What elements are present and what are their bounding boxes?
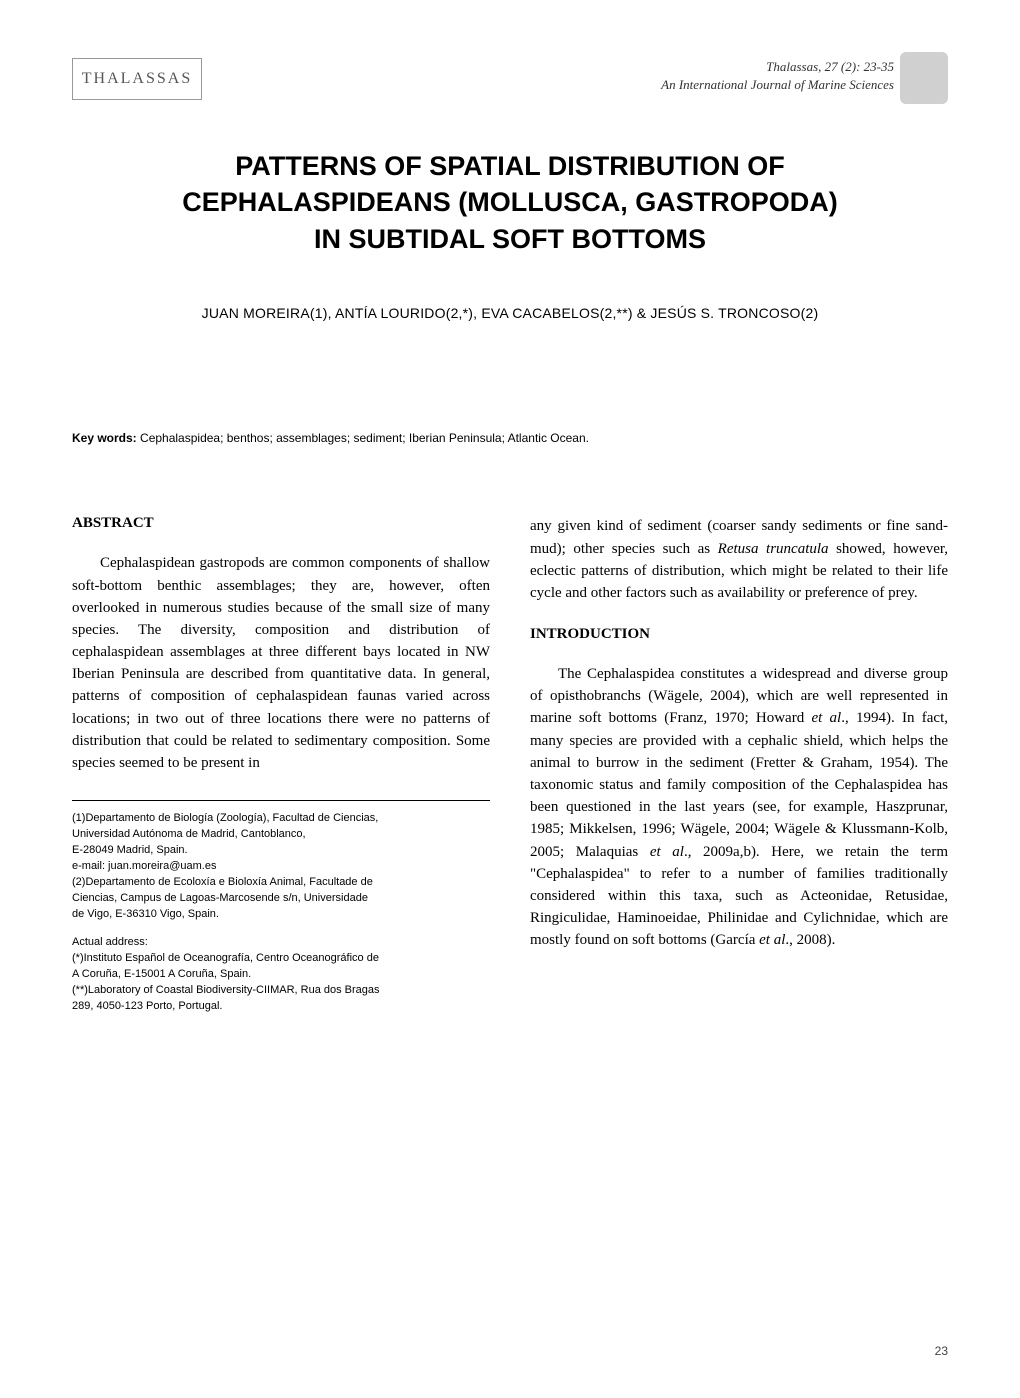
introduction-heading: INTRODUCTION bbox=[530, 626, 948, 643]
page-number: 23 bbox=[935, 1344, 948, 1358]
affil-1-line2: Universidad Autónoma de Madrid, Cantobla… bbox=[72, 827, 490, 843]
right-column: any given kind of sediment (coarser sand… bbox=[530, 515, 948, 1014]
title-line-3: IN SUBTIDAL SOFT BOTTOMS bbox=[314, 224, 706, 254]
intro-etal-3: et al bbox=[759, 932, 785, 948]
logo-left-text: THALASSAS bbox=[82, 70, 192, 88]
affil-1-line1: (1)Departamento de Biología (Zoología), … bbox=[72, 811, 490, 827]
page-header: THALASSAS Thalassas, 27 (2): 23-35 An In… bbox=[72, 58, 948, 100]
journal-logo-left: THALASSAS bbox=[72, 58, 202, 100]
intro-etal-1: et al bbox=[811, 710, 841, 726]
affil-2-line2: Ciencias, Campus de Lagoas-Marcosende s/… bbox=[72, 891, 490, 907]
two-column-body: ABSTRACT Cephalaspidean gastropods are c… bbox=[72, 515, 948, 1014]
actual-addr-line4: 289, 4050-123 Porto, Portugal. bbox=[72, 999, 490, 1015]
journal-subtitle: An International Journal of Marine Scien… bbox=[661, 76, 894, 94]
abstract-continuation: any given kind of sediment (coarser sand… bbox=[530, 515, 948, 604]
actual-addr-line3: (**)Laboratory of Coastal Biodiversity-C… bbox=[72, 983, 490, 999]
actual-addr-line2: A Coruña, E-15001 A Coruña, Spain. bbox=[72, 967, 490, 983]
title-line-1: PATTERNS OF SPATIAL DISTRIBUTION OF bbox=[235, 151, 785, 181]
intro-etal-2: et al bbox=[650, 844, 684, 860]
journal-logo-right-icon bbox=[900, 52, 948, 104]
actual-addr-line1: (*)Instituto Español de Oceanografía, Ce… bbox=[72, 951, 490, 967]
authors-text: JUAN MOREIRA(1), ANTÍA LOURIDO(2,*), EVA… bbox=[202, 305, 819, 321]
intro-frag-d: ., 2008). bbox=[785, 932, 835, 948]
intro-frag-b: ., 1994). In fact, many species are prov… bbox=[530, 710, 948, 859]
abstract-cont-species: Retusa truncatula bbox=[718, 541, 829, 557]
abstract-heading: ABSTRACT bbox=[72, 515, 490, 532]
actual-address-label: Actual address: bbox=[72, 935, 490, 951]
journal-citation: Thalassas, 27 (2): 23-35 bbox=[661, 58, 894, 76]
left-column: ABSTRACT Cephalaspidean gastropods are c… bbox=[72, 515, 490, 1014]
abstract-paragraph: Cephalaspidean gastropods are common com… bbox=[72, 552, 490, 774]
journal-citation-block: Thalassas, 27 (2): 23-35 An Internationa… bbox=[661, 58, 894, 94]
affiliations-block: (1)Departamento de Biología (Zoología), … bbox=[72, 811, 490, 1014]
keywords-text: Cephalaspidea; benthos; assemblages; sed… bbox=[137, 431, 589, 445]
affil-2-line3: de Vigo, E-36310 Vigo, Spain. bbox=[72, 907, 490, 923]
keywords-line: Key words: Cephalaspidea; benthos; assem… bbox=[72, 431, 948, 445]
affiliation-divider bbox=[72, 800, 490, 801]
affil-2-line1: (2)Departamento de Ecoloxía e Bioloxía A… bbox=[72, 875, 490, 891]
author-list: JUAN MOREIRA(1), ANTÍA LOURIDO(2,*), EVA… bbox=[72, 305, 948, 321]
introduction-paragraph-1: The Cephalaspidea constitutes a widespre… bbox=[530, 663, 948, 951]
title-line-2: CEPHALASPIDEANS (MOLLUSCA, GASTROPODA) bbox=[182, 187, 838, 217]
article-title: PATTERNS OF SPATIAL DISTRIBUTION OF CEPH… bbox=[130, 148, 890, 257]
affil-1-email: e-mail: juan.moreira@uam.es bbox=[72, 859, 490, 875]
affil-1-line3: E-28049 Madrid, Spain. bbox=[72, 843, 490, 859]
keywords-label: Key words: bbox=[72, 431, 137, 445]
